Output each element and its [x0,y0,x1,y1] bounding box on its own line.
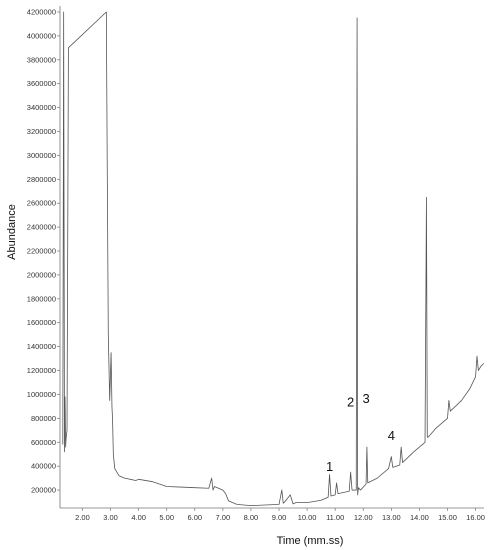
x-tick-label: 15.00 [438,513,457,522]
y-tick-label: 1600000 [27,318,56,327]
y-tick-label: 3000000 [27,151,56,160]
y-tick-label: 2000000 [27,270,56,279]
series-layer [62,11,485,507]
x-tick-label: 6.00 [187,513,202,522]
y-tick-label: 3400000 [27,103,56,112]
y-tick-label: 2600000 [27,199,56,208]
x-tick-label: 3.00 [103,513,118,522]
y-tick-label: 1400000 [27,342,56,351]
x-tick-label: 9.00 [272,513,287,522]
y-tick-label: 4000000 [27,31,56,40]
x-tick-label: 4.00 [131,513,146,522]
x-axis-ticks: 2.00 3.00 4.00 5.00 6.00 7.00 8.00 9.00 10.00 11.… [75,508,485,522]
x-tick-label: 11.00 [326,513,344,522]
y-tick-label: 3600000 [27,79,56,88]
peak-label-1: 1 [326,459,333,474]
x-tick-label: 16.00 [466,513,485,522]
y-tick-label: 600000 [31,438,56,447]
x-tick-label: 10.00 [298,513,317,522]
y-tick-label: 2800000 [27,175,56,184]
peak-annotations: 1 2 3 4 [326,391,395,474]
y-axis-title: Abundance [6,204,18,260]
y-tick-label: 3200000 [27,127,56,136]
x-tick-label: 8.00 [244,513,259,522]
y-axis-ticks: 200000 400000 600000 800000 1000000 1200000 14… [27,7,60,495]
y-tick-label: 4200000 [27,7,56,16]
y-tick-label: 2400000 [27,223,56,232]
y-tick-label: 2200000 [27,247,56,256]
peak-label-3: 3 [362,391,369,406]
x-tick-label: 12.00 [354,513,373,522]
x-tick-label: 7.00 [216,513,231,522]
y-tick-label: 200000 [31,486,56,495]
x-tick-label: 5.00 [159,513,174,522]
peak-label-4: 4 [388,428,395,443]
y-tick-label: 1800000 [27,294,56,303]
x-axis-title: Time (mm.ss) [277,535,344,547]
x-tick-label: 2.00 [75,513,90,522]
y-tick-label: 1200000 [27,366,56,375]
y-tick-label: 3800000 [27,55,56,64]
x-tick-label: 14.00 [410,513,429,522]
peak-label-2: 2 [347,394,354,409]
y-tick-label: 1000000 [27,390,56,399]
y-tick-label: 800000 [31,414,56,423]
series-line-0 [62,11,485,507]
x-tick-label: 13.00 [382,513,401,522]
y-tick-label: 400000 [31,462,56,471]
